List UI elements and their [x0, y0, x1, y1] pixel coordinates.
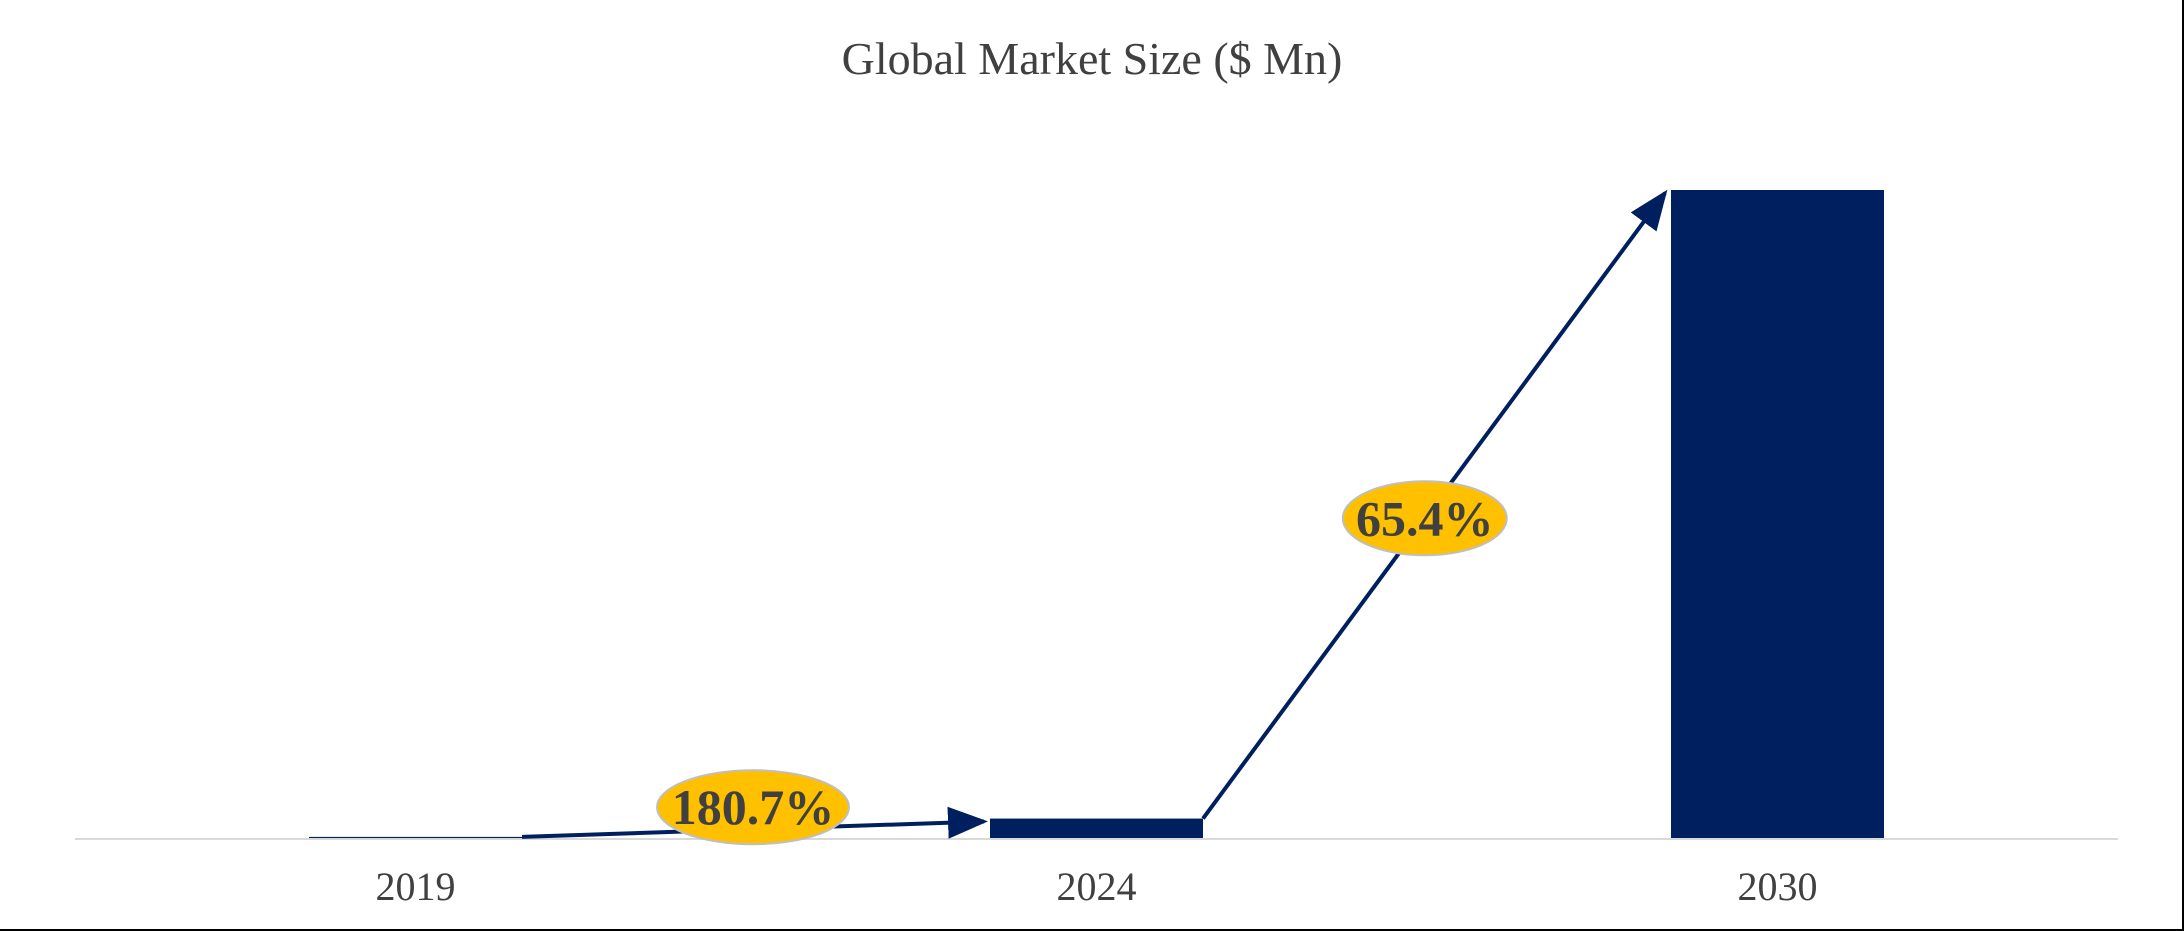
- x-tick-label: 2019: [376, 864, 456, 909]
- cagr-label: 65.4%: [1356, 490, 1494, 546]
- chart-title: Global Market Size ($ Mn): [841, 33, 1343, 84]
- cagr-badge: [656, 769, 850, 846]
- bar-2030: [1671, 190, 1884, 838]
- cagr-label: 180.7%: [672, 779, 835, 835]
- x-tick-label: 2024: [1057, 864, 1137, 909]
- x-tick-label: 2030: [1738, 864, 1818, 909]
- bar-2024: [990, 818, 1203, 838]
- bar-2019: [309, 836, 522, 839]
- cagr-badge: [1341, 480, 1508, 557]
